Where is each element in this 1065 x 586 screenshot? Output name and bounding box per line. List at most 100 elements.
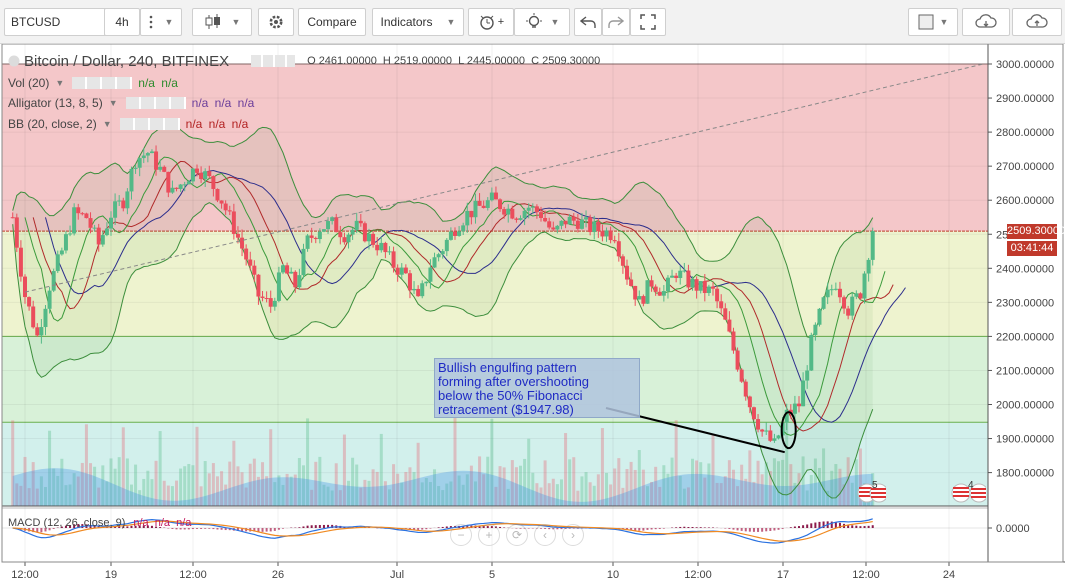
candle-body (395, 267, 400, 275)
candle-body (317, 231, 322, 240)
macd-histogram-bar (130, 525, 133, 528)
candle-body (555, 225, 560, 230)
price-tick-label: 2600.00000 (996, 195, 1054, 207)
scroll-left-button[interactable]: ‹ (534, 524, 556, 546)
candle-body (637, 296, 642, 300)
legend-controls-icon[interactable] (72, 77, 133, 89)
candle (76, 203, 81, 220)
macd-histogram-bar (769, 528, 772, 531)
navigation-controls[interactable]: − + ⟳ ‹ › (450, 524, 584, 546)
volume-bar (424, 477, 428, 506)
candle (399, 263, 404, 280)
fullscreen-button[interactable] (630, 8, 666, 36)
chart-style-menu[interactable]: ▼ (140, 8, 182, 36)
candle-body (616, 241, 621, 257)
candle-body (592, 221, 597, 233)
candle (125, 188, 130, 215)
candle-body (530, 206, 535, 208)
legend-alligator[interactable]: Alligator (13, 8, 5) ▼ n/a n/a n/a (8, 95, 254, 111)
legend-bb[interactable]: BB (20, close, 2) ▼ n/a n/a n/a (8, 116, 248, 132)
zoom-out-button[interactable]: − (450, 524, 472, 546)
alert-button[interactable]: + (468, 8, 514, 36)
candle-body (420, 283, 425, 297)
macd-histogram-bar (60, 526, 63, 528)
candle-body (141, 155, 146, 159)
volume-bar (850, 482, 854, 506)
candle (117, 195, 122, 207)
macd-histogram-bar (421, 528, 424, 530)
macd-histogram-bar (114, 526, 117, 528)
candle-body (579, 219, 584, 229)
series-controls-icon[interactable] (251, 55, 296, 67)
volume-bar (412, 471, 416, 506)
volume-bar (813, 458, 817, 506)
candle-body (35, 327, 40, 336)
volume-bar (11, 420, 15, 506)
event-flags-far[interactable]: 4 (950, 480, 986, 503)
undo-icon (580, 16, 596, 28)
legend-controls-icon[interactable] (125, 97, 186, 109)
macd-histogram-bar (662, 528, 665, 529)
candle (457, 226, 462, 237)
candle (547, 217, 552, 230)
macd-histogram-bar (752, 528, 755, 532)
candle (870, 227, 875, 266)
candle (354, 212, 359, 234)
macd-histogram-bar (863, 526, 866, 528)
interval-button[interactable]: 4h (104, 8, 140, 36)
annotation-callout[interactable]: Bullish engulfing pattern forming after … (434, 358, 640, 418)
price-tick-label: 2700.00000 (996, 161, 1054, 173)
macd-histogram-bar (298, 527, 301, 528)
layout-button[interactable]: ▼ (908, 8, 958, 36)
volume-bar (363, 479, 367, 506)
macd-histogram-bar (228, 528, 231, 531)
redo-button[interactable] (602, 8, 630, 36)
settings-button[interactable] (258, 8, 294, 36)
save-chart-button[interactable] (1012, 8, 1062, 36)
load-chart-button[interactable] (962, 8, 1010, 36)
macd-histogram-bar (634, 528, 637, 531)
volume-bar (805, 490, 809, 506)
legend-controls-icon[interactable] (119, 118, 180, 130)
candle (178, 183, 183, 192)
volume-bar (650, 481, 654, 506)
macd-histogram-bar (302, 526, 305, 528)
volume-bar (318, 456, 322, 506)
candle-body (268, 298, 273, 307)
macd-histogram-bar (699, 527, 702, 528)
volume-bar (211, 463, 215, 506)
macd-histogram-bar (327, 524, 330, 528)
chart-type-button[interactable]: ▼ (192, 8, 252, 36)
candle-body (764, 430, 769, 432)
volume-bar (637, 450, 641, 506)
volume-bar (547, 483, 551, 506)
candle (715, 286, 720, 309)
candle-body (751, 407, 756, 420)
undo-button[interactable] (574, 8, 602, 36)
volume-bar (35, 488, 39, 506)
legend-vol[interactable]: Vol (20) ▼ n/a n/a (8, 75, 178, 91)
macd-histogram-bar (224, 528, 227, 531)
event-flags-right[interactable]: 5 (856, 480, 886, 503)
compare-button[interactable]: Compare (298, 8, 366, 36)
scroll-right-button[interactable]: › (562, 524, 584, 546)
candle (604, 227, 609, 242)
volume-bar (826, 490, 830, 506)
volume-bar (428, 482, 432, 506)
candle (235, 226, 240, 244)
candle (346, 232, 351, 249)
zoom-in-button[interactable]: + (478, 524, 500, 546)
reset-button[interactable]: ⟳ (506, 524, 528, 546)
theme-button[interactable]: ▼ (514, 8, 570, 36)
event-count: 5 (872, 480, 878, 491)
volume-bar (605, 472, 609, 506)
macd-histogram-bar (687, 527, 690, 528)
volume-bar (822, 448, 826, 506)
volume-bar (420, 482, 424, 506)
indicators-button[interactable]: Indicators ▼ (372, 8, 464, 36)
volume-bar (666, 473, 670, 506)
candle (776, 434, 781, 440)
legend-macd[interactable]: MACD (12, 26, close, 9) n/a n/a n/a (8, 515, 191, 531)
macd-histogram-bar (703, 527, 706, 528)
